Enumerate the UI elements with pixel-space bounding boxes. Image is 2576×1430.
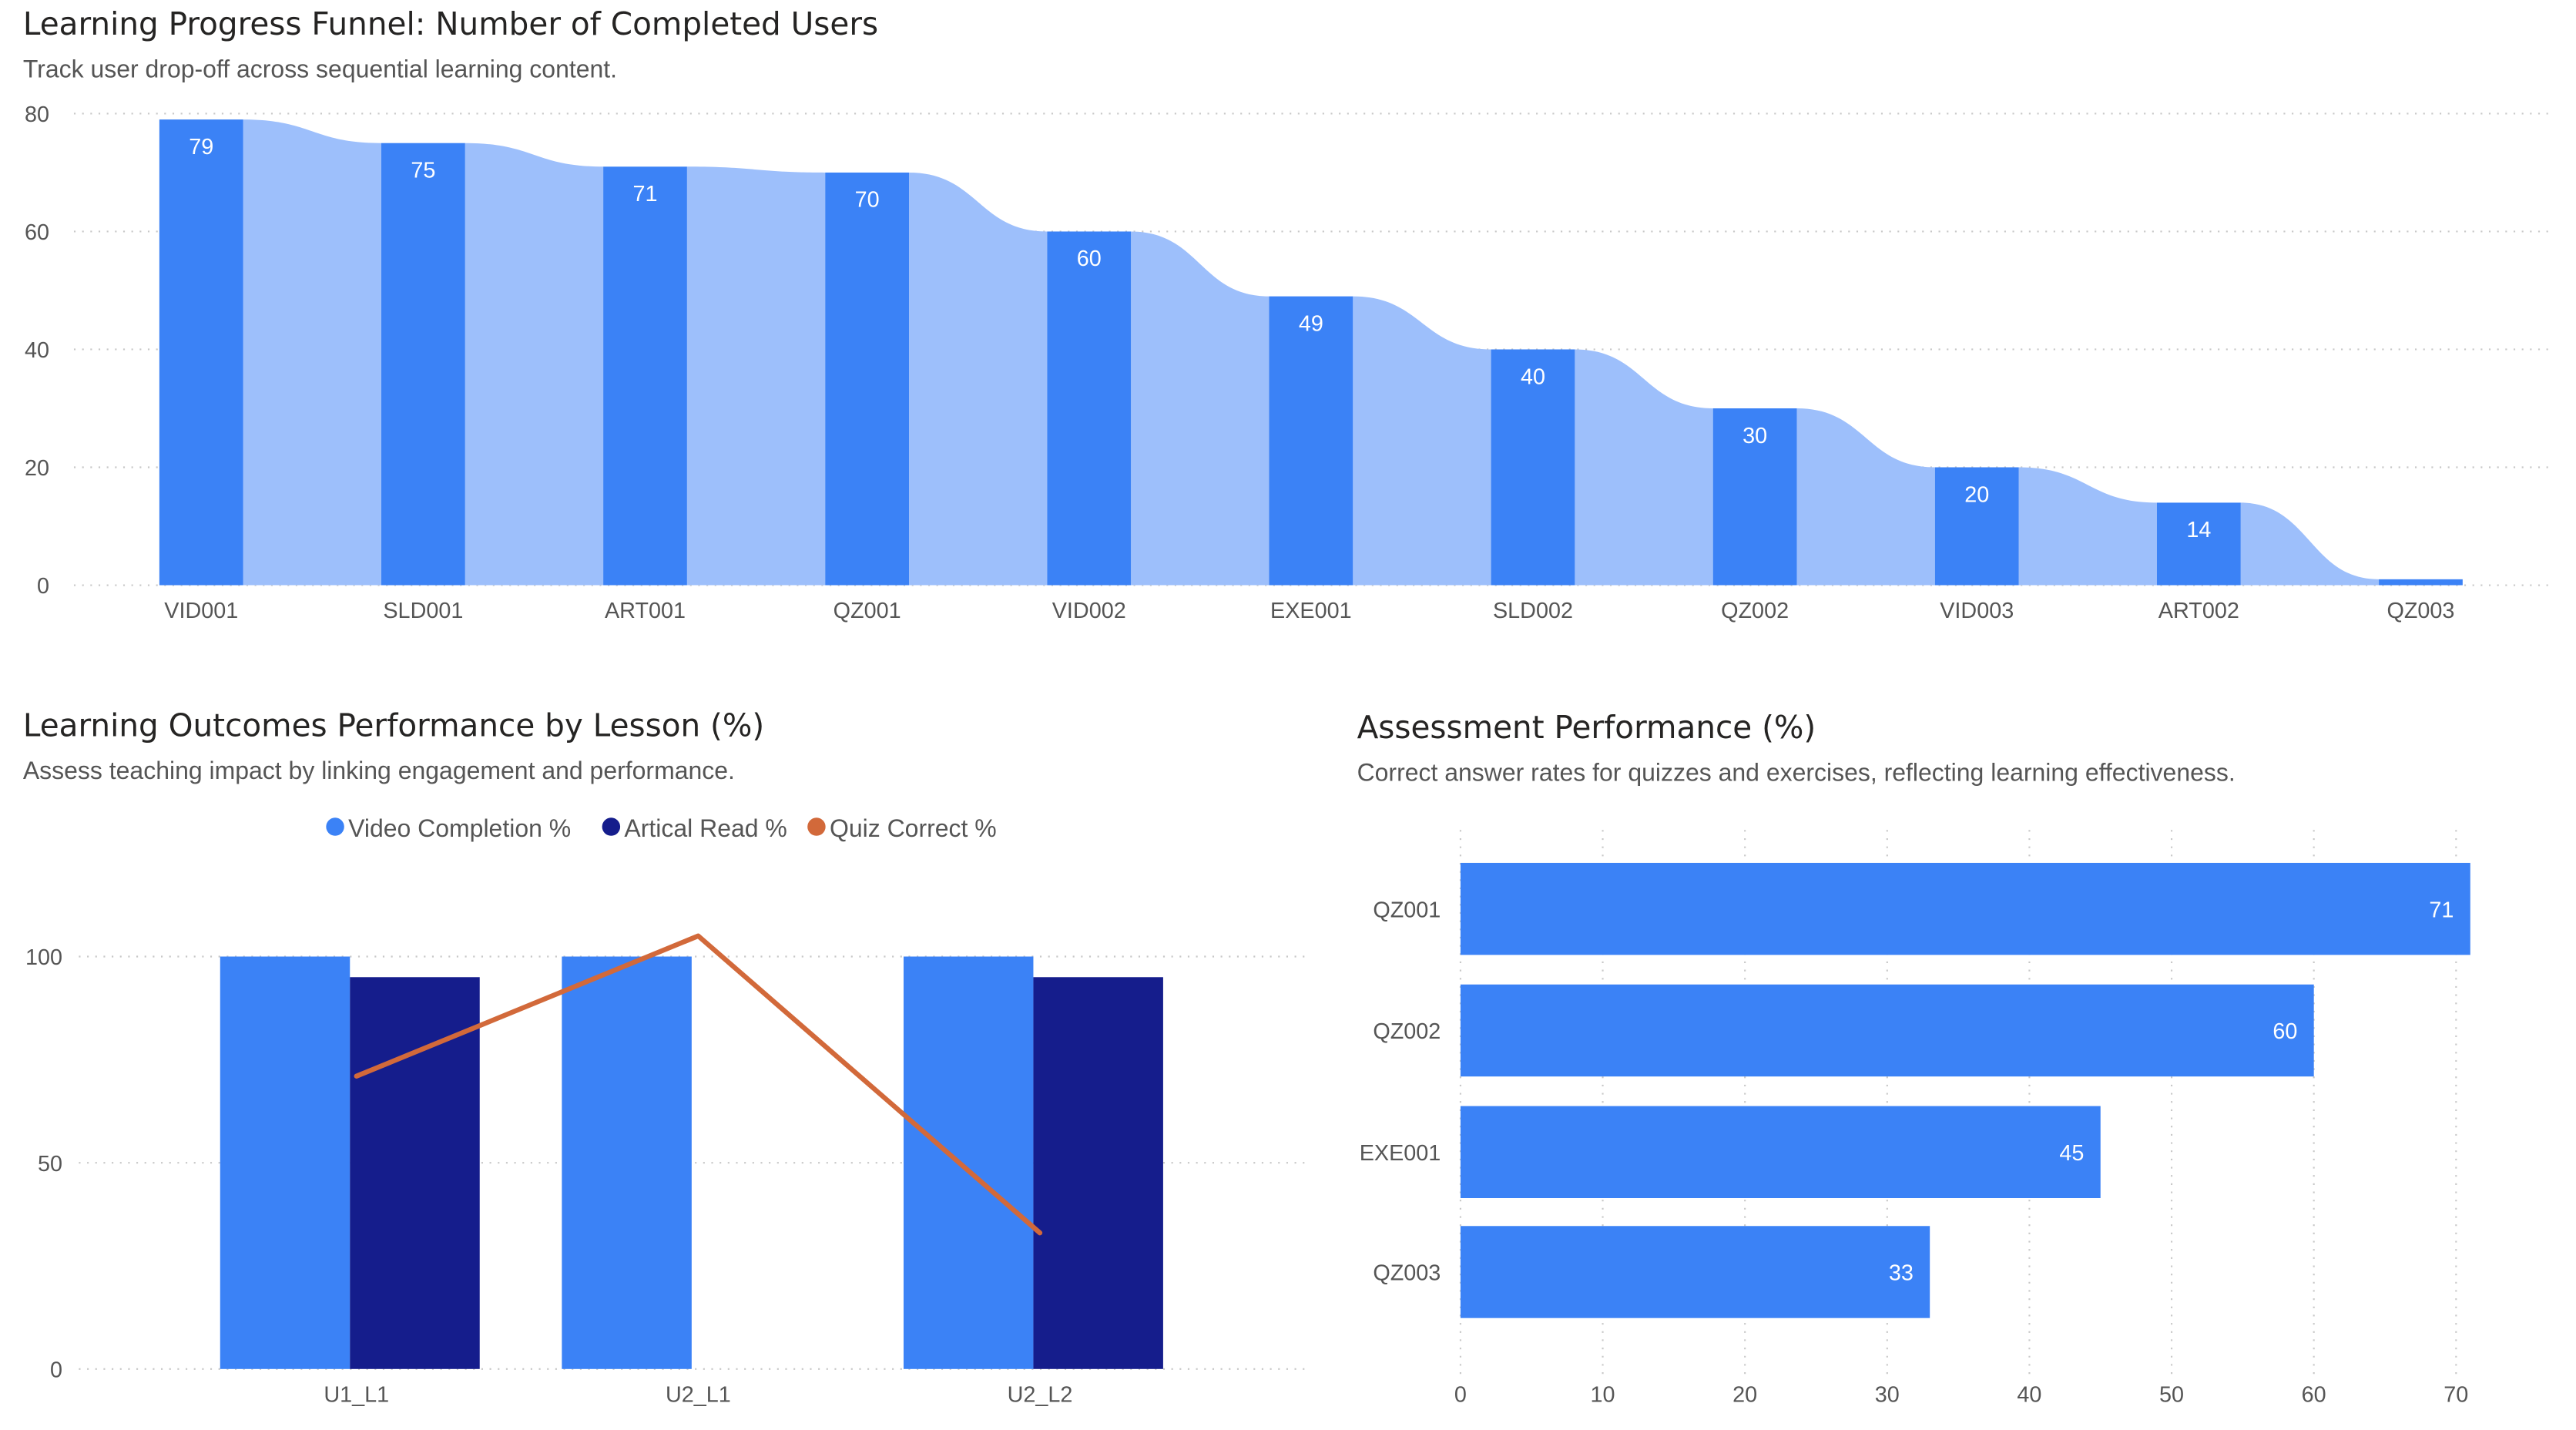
x-tick-label: QZ003 — [2386, 599, 2454, 623]
outcomes-title: Learning Outcomes Performance by Lesson … — [23, 707, 764, 744]
legend-marker — [326, 817, 344, 836]
x-tick-label: 60 — [2302, 1382, 2326, 1407]
funnel-ribbon — [1131, 231, 1270, 586]
y-tick-label: 0 — [50, 1358, 62, 1382]
x-tick-label: 10 — [1591, 1382, 1615, 1407]
assessment-bar — [1460, 862, 2470, 955]
funnel-ribbon — [2018, 467, 2157, 586]
x-tick-label: QZ001 — [834, 599, 901, 623]
y-tick-label: QZ003 — [1373, 1261, 1441, 1286]
funnel-ribbon — [243, 119, 381, 586]
y-tick-label: 40 — [25, 338, 49, 363]
assessment-bar — [1460, 984, 2314, 1077]
data-label: 14 — [2186, 518, 2211, 542]
x-tick-label: VID003 — [1940, 599, 2014, 623]
x-tick-label: VID001 — [164, 599, 238, 623]
assessment-bar — [1460, 1106, 2101, 1198]
legend-label: Quiz Correct % — [830, 814, 997, 842]
y-tick-label: QZ001 — [1373, 898, 1441, 922]
data-label: 60 — [1077, 247, 1102, 271]
x-tick-label: 70 — [2444, 1382, 2468, 1407]
y-tick-label: 100 — [25, 945, 62, 970]
data-label: 75 — [411, 158, 435, 183]
x-tick-label: 30 — [1875, 1382, 1900, 1407]
quiz-correct-line — [354, 933, 1043, 1236]
funnel-chart: Learning Progress Funnel: Number of Comp… — [23, 5, 2555, 623]
artical-read-bar — [350, 977, 480, 1369]
funnel-bar — [603, 166, 687, 586]
funnel-bar — [1047, 231, 1132, 586]
assessment-chart: Assessment Performance (%) Correct answe… — [1357, 709, 2470, 1407]
x-tick-label: ART002 — [2158, 599, 2239, 623]
funnel-title: Learning Progress Funnel: Number of Comp… — [23, 5, 878, 42]
funnel-ribbon — [1796, 408, 1935, 586]
x-tick-label: U2_L2 — [1008, 1382, 1073, 1407]
y-tick-label: 50 — [38, 1152, 62, 1177]
legend-marker — [602, 817, 621, 836]
x-tick-label: 0 — [1454, 1382, 1467, 1407]
funnel-bar — [825, 172, 909, 586]
funnel-ribbon — [908, 172, 1048, 586]
x-tick-label: ART001 — [605, 599, 686, 623]
x-tick-label: SLD001 — [383, 599, 463, 623]
funnel-bar — [2156, 502, 2241, 586]
funnel-bar — [1712, 408, 1797, 586]
y-tick-label: EXE001 — [1360, 1141, 1441, 1166]
legend-label: Artical Read % — [624, 814, 787, 842]
funnel-ribbon — [465, 143, 604, 586]
artical-read-bar — [1033, 977, 1163, 1369]
assessment-subtitle: Correct answer rates for quizzes and exe… — [1357, 758, 2236, 786]
assessment-bar — [1460, 1226, 1930, 1318]
funnel-subtitle: Track user drop-off across sequential le… — [23, 55, 617, 83]
funnel-ribbon — [686, 166, 826, 586]
y-tick-label: 60 — [25, 220, 49, 245]
video-completion-bar — [903, 956, 1034, 1369]
data-label: 20 — [1964, 482, 1989, 507]
funnel-bar — [2379, 579, 2463, 586]
x-tick-label: U1_L1 — [324, 1382, 389, 1407]
data-label: 71 — [632, 182, 657, 206]
y-tick-label: 80 — [25, 102, 49, 127]
data-label: 70 — [855, 188, 880, 213]
y-tick-label: 20 — [25, 456, 49, 481]
funnel-ribbon — [1353, 296, 1491, 586]
x-tick-label: QZ002 — [1721, 599, 1789, 623]
funnel-ribbon — [2240, 502, 2380, 586]
data-label: 71 — [2429, 898, 2454, 922]
funnel-bar — [1934, 467, 2019, 586]
x-tick-label: VID002 — [1052, 599, 1126, 623]
data-label: 30 — [1742, 424, 1767, 448]
x-tick-label: 50 — [2159, 1382, 2184, 1407]
outcomes-subtitle: Assess teaching impact by linking engage… — [23, 757, 735, 784]
x-tick-label: EXE001 — [1270, 599, 1352, 623]
x-tick-label: 40 — [2017, 1382, 2041, 1407]
funnel-bar — [381, 143, 465, 586]
data-label: 45 — [2059, 1141, 2084, 1166]
funnel-bar — [159, 119, 243, 586]
y-tick-label: QZ002 — [1373, 1019, 1441, 1044]
legend-marker — [807, 817, 826, 836]
legend-label: Video Completion % — [348, 814, 571, 842]
y-tick-label: 0 — [37, 574, 49, 599]
funnel-bar — [1269, 296, 1353, 586]
data-label: 33 — [1889, 1261, 1914, 1286]
data-label: 79 — [189, 135, 213, 159]
x-tick-label: SLD002 — [1493, 599, 1573, 623]
funnel-ribbon — [1575, 349, 1713, 586]
data-label: 40 — [1521, 364, 1545, 389]
data-label: 49 — [1299, 311, 1323, 336]
assessment-title: Assessment Performance (%) — [1357, 709, 1816, 746]
video-completion-bar — [562, 956, 692, 1369]
outcomes-chart: Learning Outcomes Performance by Lesson … — [23, 707, 1311, 1407]
x-tick-label: U2_L1 — [666, 1382, 731, 1407]
data-label: 60 — [2272, 1019, 2297, 1044]
funnel-bar — [1491, 349, 1575, 586]
x-tick-label: 20 — [1732, 1382, 1757, 1407]
video-completion-bar — [220, 956, 351, 1369]
